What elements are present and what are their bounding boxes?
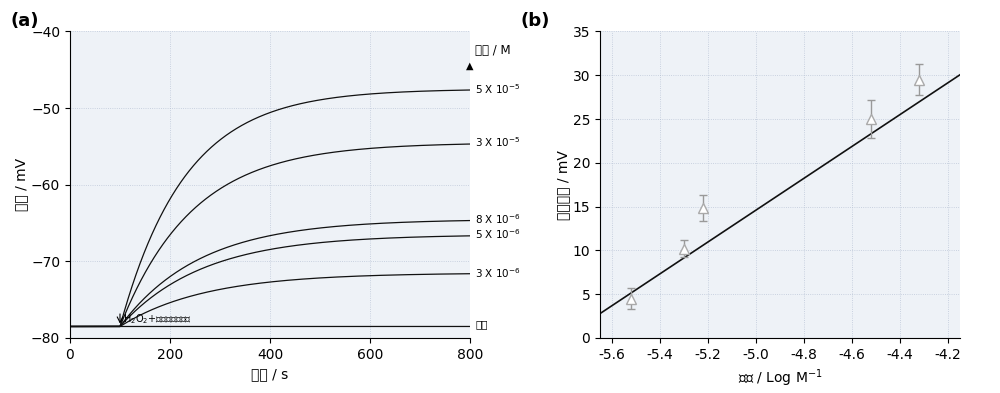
- Text: 3 X 10$^{-5}$: 3 X 10$^{-5}$: [475, 136, 521, 149]
- Y-axis label: 电位 / mV: 电位 / mV: [14, 158, 28, 211]
- X-axis label: 时间 / s: 时间 / s: [251, 367, 289, 381]
- Text: 3 X 10$^{-6}$: 3 X 10$^{-6}$: [475, 266, 521, 280]
- Text: ▲: ▲: [466, 61, 474, 71]
- Text: (b): (b): [520, 12, 549, 30]
- Text: 空白: 空白: [475, 319, 488, 329]
- Text: 8 X 10$^{-6}$: 8 X 10$^{-6}$: [475, 212, 521, 226]
- Text: (a): (a): [10, 12, 38, 30]
- Text: 浓度 / M: 浓度 / M: [475, 44, 511, 57]
- Y-axis label: 电位变化 / mV: 电位变化 / mV: [556, 150, 570, 220]
- Text: H$_2$O$_2$+辣根过氧化物酶: H$_2$O$_2$+辣根过氧化物酶: [123, 312, 191, 326]
- Text: 5 X 10$^{-6}$: 5 X 10$^{-6}$: [475, 228, 521, 241]
- Text: 5 X 10$^{-5}$: 5 X 10$^{-5}$: [475, 82, 521, 96]
- X-axis label: 浓度 / Log M$^{-1}$: 浓度 / Log M$^{-1}$: [738, 367, 822, 389]
